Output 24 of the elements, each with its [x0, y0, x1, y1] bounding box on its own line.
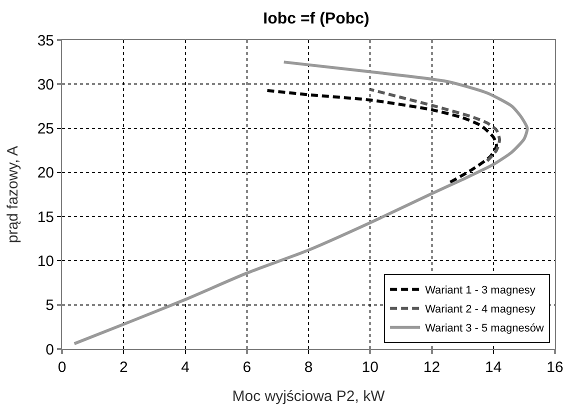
line-series	[368, 88, 502, 162]
y-axis-title: prąd fazowy, A	[4, 146, 22, 244]
legend-label: Wariant 1 - 3 magnesy	[425, 284, 536, 297]
x-tick-label: 14	[485, 359, 502, 376]
x-axis-title: Moc wyjściowa P2, kW	[232, 388, 386, 405]
x-tick-label: 6	[242, 359, 252, 376]
y-tick-label: 10	[37, 252, 54, 270]
y-tick-label: 20	[37, 164, 54, 182]
x-tick-label: 8	[304, 359, 313, 376]
chart-title: Iobc =f (Pobc)	[263, 10, 370, 28]
legend-label: Wariant 2 - 4 magnesy	[425, 304, 536, 316]
x-tick-label: 10	[362, 359, 378, 376]
y-tick-label: 0	[46, 341, 54, 358]
y-tick-label: 15	[37, 208, 54, 226]
y-tick-label: 25	[37, 120, 54, 138]
x-tick-label: 0	[58, 359, 66, 376]
y-tick-label: 5	[46, 297, 54, 314]
x-tick-label: 16	[546, 359, 564, 376]
x-tick-label: 12	[423, 359, 440, 376]
y-tick-label: 30	[37, 76, 54, 94]
y-tick-label: 35	[37, 32, 54, 50]
legend-label: Wariant 3 - 5 magnesów	[425, 322, 544, 335]
x-tick-label: 4	[181, 359, 190, 376]
x-tick-label: 2	[119, 359, 128, 376]
